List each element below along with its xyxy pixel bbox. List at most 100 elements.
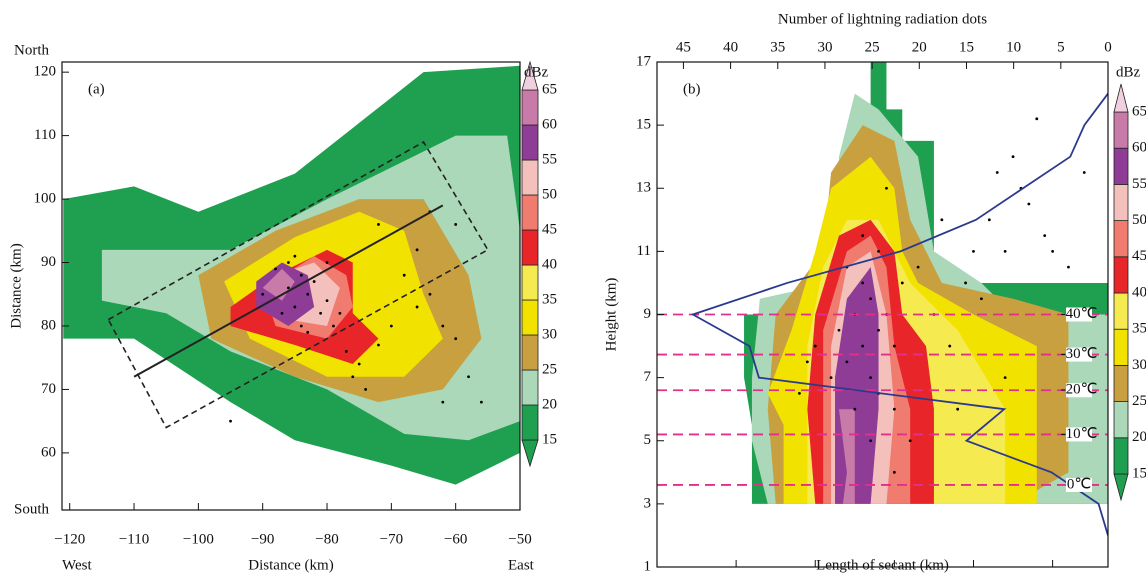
lightning-dot — [358, 363, 361, 366]
colorbar-label: 55 — [542, 151, 557, 167]
colorbar-label: 15 — [1132, 465, 1146, 481]
isotherm-label: -30℃ — [1061, 346, 1098, 362]
lightning-dot — [988, 218, 991, 221]
lightning-dot — [377, 223, 380, 226]
x-tick-label: −50 — [508, 531, 531, 547]
x2-tick-label: 5 — [1057, 39, 1065, 55]
plot-area — [657, 62, 1108, 535]
panel-label: (b) — [683, 81, 701, 97]
colorbar-label: 25 — [542, 361, 557, 377]
y-tick-label: 9 — [644, 306, 652, 322]
lightning-dot — [806, 360, 809, 363]
colorbar-label: 45 — [1132, 248, 1146, 264]
lightning-dot — [893, 471, 896, 474]
lightning-dot — [300, 274, 303, 277]
lightning-dot — [861, 345, 864, 348]
lightning-dot — [972, 250, 975, 253]
x-axis-title: Length of secant (km) — [816, 557, 949, 573]
colorbar-label: 60 — [542, 116, 557, 132]
colorbar-label: 20 — [1132, 429, 1146, 445]
x-tick-label: −60 — [444, 531, 467, 547]
lightning-dot — [229, 420, 232, 423]
y-tick-label: 60 — [41, 444, 56, 460]
colorbar-band — [1114, 112, 1128, 148]
x-tick-label: −120 — [54, 531, 85, 547]
colorbar-band — [522, 300, 538, 335]
lightning-dot — [281, 312, 284, 315]
colorbar-triangle — [1114, 84, 1128, 112]
colorbar-band — [522, 335, 538, 370]
lightning-dot — [869, 376, 872, 379]
lightning-dot — [326, 299, 329, 302]
x2-tick-label: 40 — [723, 39, 738, 55]
lightning-dot — [1035, 117, 1038, 120]
lightning-dot — [345, 350, 348, 353]
lightning-dot — [980, 297, 983, 300]
y-tick-label: 7 — [644, 369, 652, 385]
lightning-dot — [454, 337, 457, 340]
lightning-dot — [306, 331, 309, 334]
lightning-dot — [956, 408, 959, 411]
colorbar-band — [1114, 329, 1128, 365]
lightning-dot — [300, 325, 303, 328]
lightning-dot — [429, 293, 432, 296]
colorbar-label: 15 — [542, 431, 557, 447]
lightning-dot — [909, 439, 912, 442]
lightning-dot — [351, 375, 354, 378]
lightning-dot — [1004, 376, 1007, 379]
lightning-dot — [1027, 203, 1030, 206]
lightning-dot — [441, 401, 444, 404]
colorbar-title: dBz — [1116, 64, 1141, 80]
colorbar-label: 40 — [1132, 284, 1146, 300]
colorbar-band — [1114, 438, 1128, 474]
lightning-dot — [416, 248, 419, 251]
lightning-dot — [838, 329, 841, 332]
lightning-dot — [1051, 250, 1054, 253]
lightning-dot — [261, 293, 264, 296]
x2-tick-label: 20 — [912, 39, 927, 55]
x2-tick-label: 0 — [1104, 39, 1112, 55]
y-tick-label: 17 — [636, 53, 652, 69]
lightning-dot — [313, 280, 316, 283]
colorbar-label: 45 — [542, 221, 557, 237]
y-tick-label: 5 — [644, 432, 652, 448]
colorbar-band — [522, 90, 538, 125]
y-axis-title: Height (km) — [603, 278, 619, 352]
x2-axis-title: Number of lightning radiation dots — [778, 11, 987, 27]
x2-tick-label: 10 — [1006, 39, 1021, 55]
lightning-dot — [814, 345, 817, 348]
lightning-dot — [869, 297, 872, 300]
west-label: West — [62, 557, 92, 573]
lightning-dot — [853, 408, 856, 411]
colorbar-label: 65 — [542, 81, 557, 97]
lightning-dot — [287, 287, 290, 290]
colorbar-band — [1114, 257, 1128, 293]
isotherm-label: -20℃ — [1061, 382, 1098, 398]
colorbar-triangle — [1114, 474, 1128, 500]
lightning-dot — [1004, 250, 1007, 253]
lightning-dot — [1012, 155, 1015, 158]
colorbar-label: 50 — [542, 186, 557, 202]
lightning-dot — [964, 282, 967, 285]
lightning-dot — [917, 266, 920, 269]
lightning-dot — [332, 325, 335, 328]
colorbar-triangle — [522, 440, 538, 466]
colorbar-band — [1114, 402, 1128, 438]
lightning-dot — [441, 325, 444, 328]
y-tick-label: 80 — [41, 317, 56, 333]
lightning-dot — [480, 401, 483, 404]
x-tick-label: −100 — [183, 531, 214, 547]
figure: 1520253035404550556065dBz−120−110−100−90… — [0, 0, 1146, 577]
lightning-dot — [377, 344, 380, 347]
lightning-dot — [830, 376, 833, 379]
lightning-dot — [798, 392, 801, 395]
y-tick-label: 13 — [636, 180, 651, 196]
lightning-dot — [1083, 171, 1086, 174]
lightning-dot — [338, 312, 341, 315]
x2-tick-label: 15 — [959, 39, 974, 55]
lightning-dot — [319, 312, 322, 315]
colorbar-label: 30 — [1132, 357, 1146, 373]
colorbar-band — [522, 230, 538, 265]
lightning-dot — [1067, 266, 1070, 269]
isotherm-label: -10℃ — [1061, 426, 1098, 442]
